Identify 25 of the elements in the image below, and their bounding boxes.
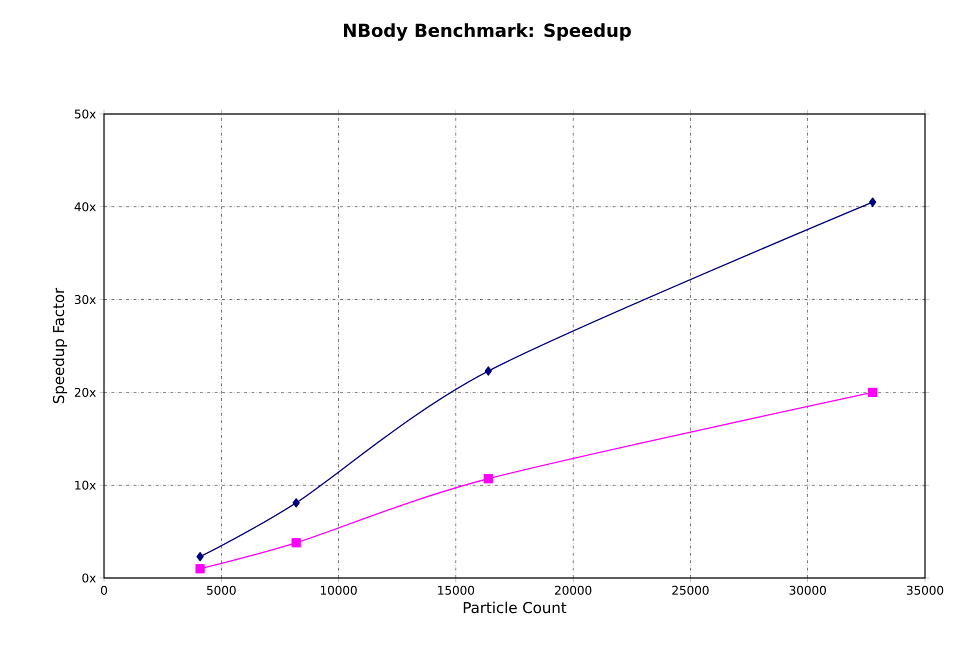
x-tick-label: 35000 [906, 586, 944, 595]
x-tick-label: 15000 [438, 586, 474, 595]
x-tick-label: 10000 [320, 586, 357, 595]
y-tick-label: 30x [74, 295, 96, 304]
y-tick-label: 10x [75, 480, 96, 490]
y-tick-label: 40x [74, 202, 96, 212]
y-tick-label: 0x [82, 573, 96, 583]
x-axis-title: Particle Count [464, 602, 566, 614]
point [196, 552, 204, 562]
point [292, 498, 300, 508]
x-tick-label: 0 [100, 586, 108, 595]
x-tick-label: 30000 [790, 586, 826, 595]
x-tick-label: 25000 [672, 586, 709, 595]
point [868, 388, 878, 398]
x-tick-label: 5000 [207, 586, 236, 595]
point [292, 538, 301, 548]
point [484, 474, 493, 484]
y-tick-label: 20x [74, 388, 96, 397]
y-axis-title: Speedup Factor [52, 288, 68, 404]
chart-title: NBody Benchmark: Speedup [344, 23, 631, 41]
point [195, 564, 205, 574]
point [484, 366, 492, 376]
x-tick-label: 20000 [555, 586, 592, 595]
y-tick-label: 50x [74, 109, 96, 119]
point [869, 198, 876, 207]
